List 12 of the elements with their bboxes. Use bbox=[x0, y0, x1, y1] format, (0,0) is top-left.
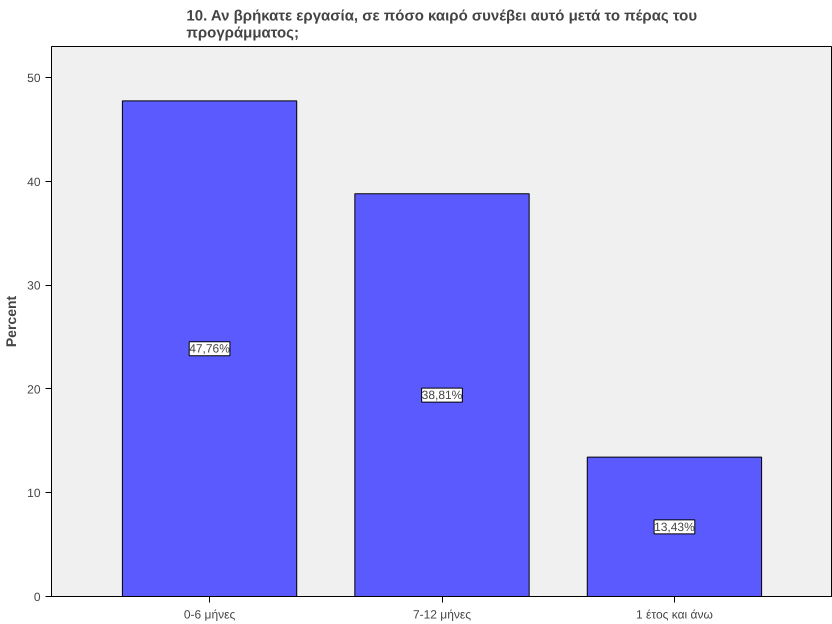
chart-title: 10. Αν βρήκατε εργασία, σε πόσο καιρό συνέβει αυτό μετά το πέρας του προγράμματος; bbox=[186, 8, 698, 42]
y-axis-title: Percent bbox=[3, 295, 20, 348]
y-tick-label: 30 bbox=[27, 278, 41, 293]
y-tick-label: 10 bbox=[27, 486, 41, 500]
x-tick-label: 1 έτος και άνω bbox=[636, 608, 713, 622]
x-tick-label: 0-6 μήνες bbox=[184, 608, 236, 622]
y-tick-label: 50 bbox=[27, 71, 41, 86]
y-tick-label: 0 bbox=[34, 590, 41, 604]
data-label: 38,81% bbox=[422, 388, 463, 402]
y-tick-label: 20 bbox=[27, 382, 41, 396]
x-tick-label: 7-12 μήνες bbox=[412, 608, 472, 622]
y-tick-label: 40 bbox=[27, 174, 41, 189]
